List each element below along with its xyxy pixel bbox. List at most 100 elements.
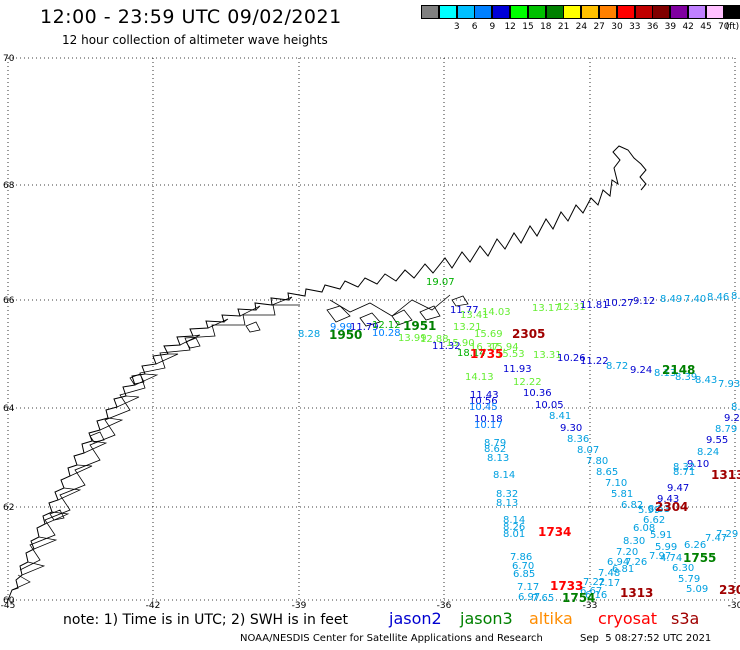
- pass-time-label: 1313: [620, 586, 653, 600]
- legend-unit: (ft): [725, 22, 740, 32]
- wave-height-reading: 15.94: [490, 342, 519, 353]
- wave-height-reading: 7.40: [684, 294, 706, 305]
- legend-swatch: [421, 5, 439, 19]
- wave-height-reading: 10.28: [372, 328, 401, 339]
- legend-label: 12: [504, 22, 516, 32]
- legend-swatch: [563, 5, 582, 19]
- wave-height-reading: 8.72: [606, 361, 628, 372]
- pass-time-label: 1951: [403, 319, 436, 333]
- wave-height-reading: 8.14: [493, 470, 515, 481]
- wave-height-reading: 15.69: [474, 329, 503, 340]
- wave-height-reading: 4.74: [660, 553, 682, 564]
- wave-height-reading: 6.67: [580, 586, 602, 597]
- map-subtitle: 12 hour collection of altimeter wave hei…: [62, 33, 328, 47]
- coastline-fjords: [11, 296, 293, 591]
- wave-height-reading: 11.81: [580, 300, 609, 311]
- coastline-main: [7, 145, 647, 601]
- wave-height-reading: 12.88: [420, 334, 449, 345]
- pass-time-label: 2304: [655, 500, 688, 514]
- wave-height-reading: 6.26: [684, 540, 706, 551]
- legend-swatch: [545, 5, 564, 19]
- legend-label: 30: [611, 22, 623, 32]
- wave-height-reading: 16.37: [470, 342, 499, 353]
- wave-height-reading: 8.36: [567, 434, 589, 445]
- lon-tick-label: -39: [292, 601, 307, 611]
- wave-height-reading: 7.80: [586, 456, 608, 467]
- wave-height-reading: 10.27: [605, 298, 634, 309]
- wave-height-reading: 7.65: [532, 593, 554, 604]
- wave-height-reading: 7.17: [517, 582, 539, 593]
- wave-height-reading: 14.03: [482, 307, 511, 318]
- wave-height-reading: 8.07: [577, 445, 599, 456]
- footer-note: note: 1) Time is in UTC; 2) SWH is in fe…: [63, 612, 349, 628]
- wave-height-reading: 14.13: [465, 372, 494, 383]
- wave-height-reading: 12.12: [372, 320, 401, 331]
- wave-height-reading: 8.24: [697, 447, 719, 458]
- wave-height-reading: 9.43: [657, 494, 679, 505]
- wave-height-reading: 9.10: [687, 459, 709, 470]
- wave-height-reading: 8.79: [715, 424, 737, 435]
- legend-swatch: [599, 5, 617, 19]
- lat-tick-label: 70: [3, 54, 15, 64]
- wave-height-reading: 6.62: [643, 515, 665, 526]
- wave-height-reading: 5.81: [611, 489, 633, 500]
- wave-height-reading: 18.14: [457, 348, 486, 359]
- wave-height-reading: 11.79: [350, 322, 379, 333]
- wave-height-reading: 7.20: [616, 547, 638, 558]
- pass-time-label: 1735: [470, 347, 503, 361]
- wave-height-reading: 6.08: [633, 523, 655, 534]
- lat-tick-label: 66: [3, 296, 15, 306]
- legend-label: 27: [593, 22, 605, 32]
- legend-label: 42: [682, 22, 694, 32]
- pass-time-label: 1754: [562, 591, 595, 605]
- wave-height-reading: 12.31: [557, 302, 586, 313]
- pass-time-label: 2148: [662, 363, 695, 377]
- wave-height-reading: 10.56: [469, 396, 498, 407]
- mission-name-s3a: s3a: [671, 609, 700, 628]
- legend-label: 3: [453, 22, 460, 32]
- wave-height-reading: 7.22: [583, 577, 605, 588]
- wave-height-reading: 12.22: [513, 377, 542, 388]
- lat-tick-label: 60: [3, 596, 15, 606]
- greenland-coastline: [7, 145, 647, 601]
- mission-name-jason2: jason2: [389, 609, 442, 628]
- wave-height-reading: 8.46: [707, 292, 729, 303]
- mission-name-cryosat: cryosat: [598, 609, 658, 628]
- legend-swatch: [652, 5, 671, 19]
- legend-swatch: [527, 5, 546, 19]
- legend-swatch: [705, 5, 724, 19]
- legend-label: 70: [718, 22, 730, 32]
- wave-height-reading: 10.18: [474, 414, 503, 425]
- wave-height-reading: 6.30: [672, 563, 694, 574]
- pass-time-label: 1950: [329, 328, 362, 342]
- wave-height-reading: 5.99: [655, 542, 677, 553]
- wave-height-reading: 7.47: [705, 533, 727, 544]
- legend-label: 21: [557, 22, 570, 32]
- wave-height-reading: 15.90: [446, 338, 475, 349]
- wave-height-reading: 8.53: [648, 504, 670, 515]
- pass-time-label: 1755: [683, 551, 716, 565]
- wave-height-reading: 11.77: [450, 305, 479, 316]
- legend-label: 15: [522, 22, 534, 32]
- wave-height-reading: 8.41: [549, 411, 571, 422]
- wave-height-reading: 19.07: [426, 277, 455, 288]
- wave-height-reading: 10.17: [474, 420, 503, 431]
- wave-height-reading: 8.28: [298, 329, 320, 340]
- wave-height-reading: 6.81: [612, 564, 634, 575]
- wave-height-reading: 11.93: [503, 364, 532, 375]
- legend-swatch: [456, 5, 475, 19]
- wave-height-reading: 9.55: [706, 435, 728, 446]
- legend-swatch: [438, 5, 457, 19]
- wave-height-reading: 15.53: [496, 349, 525, 360]
- wave-height-reading: 9.30: [560, 423, 582, 434]
- lat-tick-label: 68: [3, 181, 15, 191]
- legend-swatch: [634, 5, 653, 19]
- legend-label: 18: [540, 22, 552, 32]
- pass-time-label: 2305: [512, 327, 545, 341]
- wave-height-reading: 11.22: [580, 356, 609, 367]
- wave-height-reading: 9.12: [633, 296, 655, 307]
- wave-height-reading: 13.31: [533, 350, 562, 361]
- wave-height-reading: 11.43: [470, 390, 499, 401]
- legend-swatch: [723, 5, 740, 19]
- legend-swatch: [474, 5, 493, 19]
